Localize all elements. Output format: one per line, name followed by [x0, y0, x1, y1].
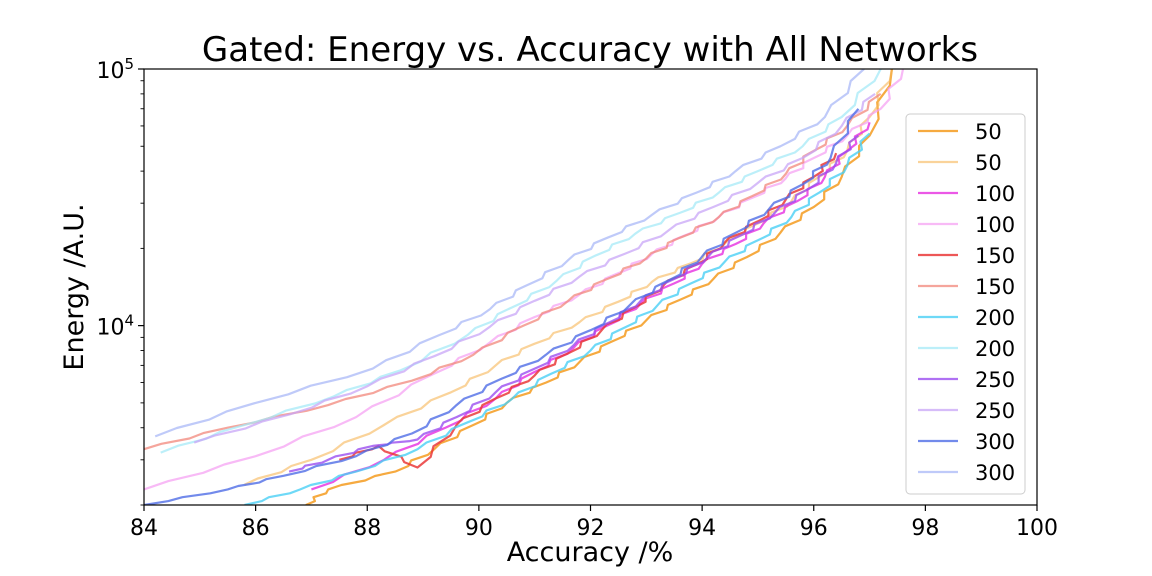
legend-label: 100: [975, 182, 1015, 206]
legend-label: 150: [975, 244, 1015, 268]
y-axis-ticks: 104 105: [96, 55, 144, 341]
series-line-150-a: [339, 152, 838, 469]
y-tick-label: 105: [96, 55, 134, 84]
series-line-300-b: [154, 69, 865, 438]
series-line-50-a: [305, 69, 893, 505]
legend-box: [905, 113, 1026, 495]
legend-label: 200: [975, 337, 1015, 361]
series-line-100-b: [144, 69, 905, 491]
legend-label: 150: [975, 275, 1015, 299]
x-tick-label: 86: [242, 516, 270, 541]
legend-label: 50: [975, 120, 1002, 144]
legend-label: 250: [975, 399, 1015, 423]
series-line-250-a: [288, 134, 860, 473]
legend-label: 300: [975, 430, 1015, 454]
series-line-50-b: [244, 69, 893, 486]
y-axis-minor-ticks: [140, 80, 144, 506]
y-axis-label: Energy /A.U.: [59, 203, 90, 370]
legend-label: 100: [975, 213, 1015, 237]
x-tick-label: 88: [353, 516, 381, 541]
x-tick-label: 100: [1016, 516, 1058, 541]
legend-label: 200: [975, 306, 1015, 330]
series-lines: [144, 69, 905, 505]
x-axis-label: Accuracy /%: [507, 537, 674, 568]
x-tick-label: 90: [465, 516, 493, 541]
x-tick-label: 98: [911, 516, 939, 541]
x-tick-label: 96: [800, 516, 828, 541]
legend-label: 250: [975, 368, 1015, 392]
x-axis-ticks: 84 86 88 90 92 94 96 98 100: [130, 505, 1058, 541]
x-tick-label: 84: [130, 516, 158, 541]
x-tick-label: 92: [577, 516, 605, 541]
series-line-200-a: [244, 132, 871, 505]
x-tick-label: 94: [688, 516, 716, 541]
chart-title: Gated: Energy vs. Accuracy with All Netw…: [202, 30, 978, 70]
y-tick-label: 104: [96, 312, 134, 341]
series-line-200-b: [160, 69, 882, 454]
series-line-300-a: [144, 108, 860, 505]
series-line-150-b: [144, 92, 882, 451]
legend-label: 50: [975, 151, 1002, 175]
legend: 50 50 100 100 150 150 200 200 250 250 300 300: [905, 113, 1026, 495]
legend-label: 300: [975, 461, 1015, 485]
series-line-250-b: [193, 92, 876, 444]
